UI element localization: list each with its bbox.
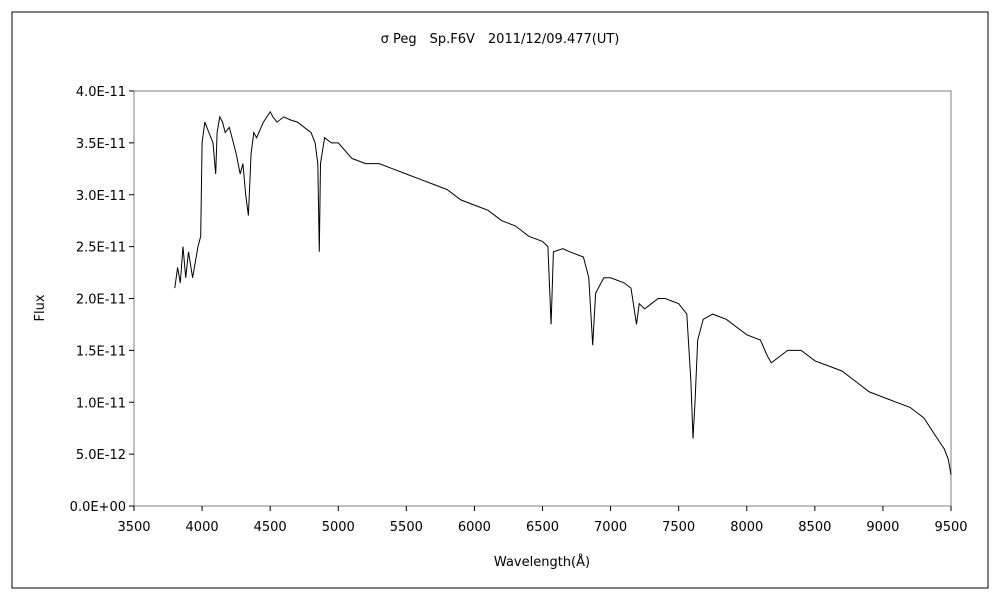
x-axis-label: Wavelength(Å): [494, 554, 590, 570]
x-tick-label: 7000: [594, 520, 627, 535]
x-tick-label: 8500: [798, 520, 831, 535]
x-tick-label: 8000: [730, 520, 763, 535]
y-tick-group: 0.0E+00 5.0E-12 1.0E-11 1.5E-11 2.0E-11 2.5E-…: [70, 85, 134, 515]
y-axis-label: Flux: [33, 294, 48, 321]
x-tick-label: 6500: [526, 520, 559, 535]
x-tick-label: 5000: [322, 520, 355, 535]
y-tick-label: 0.0E+00: [70, 500, 126, 515]
y-tick-label: 5.0E-12: [76, 448, 126, 463]
y-tick-label: 1.0E-11: [76, 396, 126, 411]
y-tick-label: 1.5E-11: [76, 344, 126, 359]
x-tick-label: 4500: [254, 520, 287, 535]
chart-title: σ Peg Sp.F6V 2011/12/09.477(UT): [381, 32, 620, 47]
y-tick-label: 3.0E-11: [76, 189, 126, 204]
y-tick-label: 4.0E-11: [76, 85, 126, 100]
x-tick-label: 5500: [390, 520, 423, 535]
plot-area: [133, 90, 952, 507]
y-tick-label: 2.5E-11: [76, 241, 126, 256]
y-tick-label: 2.0E-11: [76, 293, 126, 308]
x-tick-label: 9000: [866, 520, 899, 535]
x-tick-label: 7500: [662, 520, 695, 535]
x-tick-label: 4000: [186, 520, 219, 535]
y-tick-label: 3.5E-11: [76, 137, 126, 152]
x-tick-group: 3500 4000 4500 5000 5500 6000 6500 7000 7500 8000…: [117, 506, 968, 535]
x-tick-label: 6000: [458, 520, 491, 535]
x-tick-label: 9500: [934, 520, 967, 535]
x-tick-label: 3500: [117, 520, 150, 535]
spectrum-line: [174, 110, 952, 475]
